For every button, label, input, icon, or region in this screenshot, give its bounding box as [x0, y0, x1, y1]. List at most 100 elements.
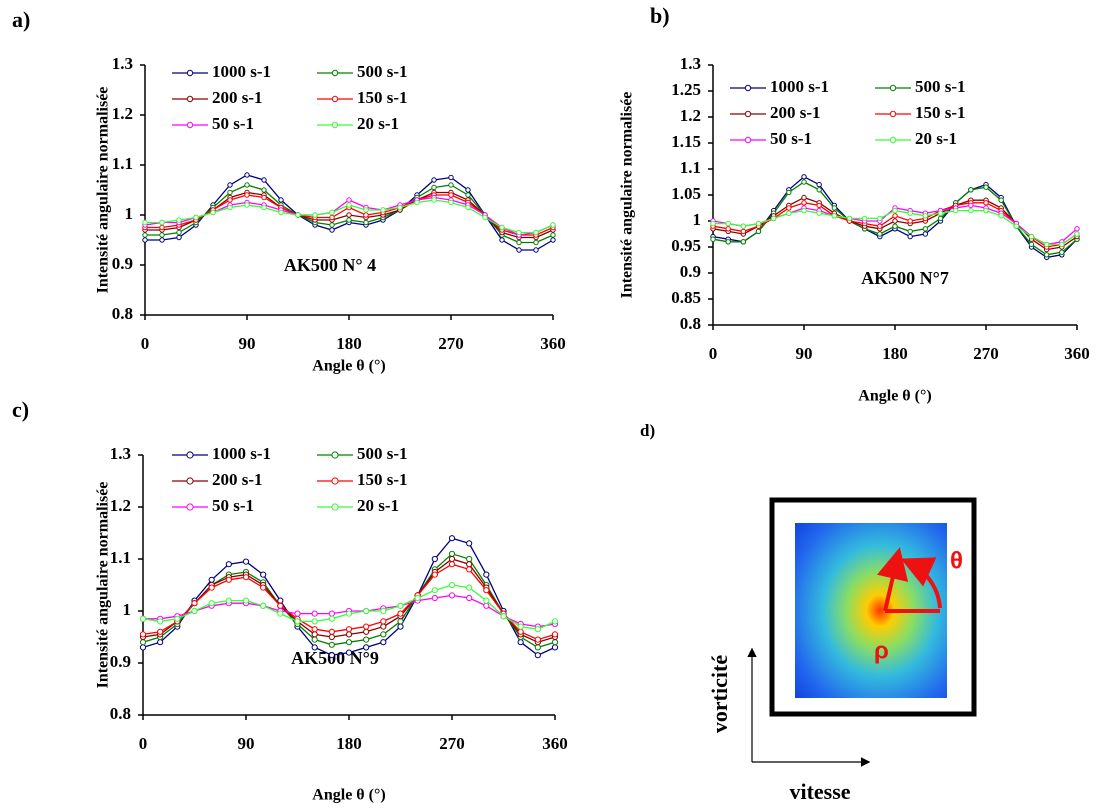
legend-label: 500 s-1 — [915, 77, 966, 96]
data-point — [328, 652, 335, 659]
data-point — [311, 618, 318, 625]
data-point — [380, 631, 387, 638]
legend-label: 1000 s-1 — [212, 62, 271, 81]
data-point — [139, 644, 147, 651]
y-tick-label: 1.2 — [112, 104, 133, 123]
data-point — [329, 209, 335, 216]
data-point — [448, 535, 456, 542]
data-point — [157, 639, 164, 646]
data-point — [244, 202, 250, 208]
data-point — [1059, 241, 1065, 248]
legend-label: 150 s-1 — [357, 88, 408, 107]
data-point — [157, 618, 164, 625]
data-point — [157, 628, 164, 635]
data-point — [139, 639, 147, 646]
data-point — [534, 644, 541, 651]
data-point — [448, 182, 454, 188]
data-point — [551, 631, 559, 638]
data-point — [816, 181, 822, 188]
legend-label: 20 s-1 — [357, 496, 399, 515]
data-point — [329, 227, 335, 233]
x-tick-label: 270 — [973, 344, 999, 363]
data-point — [346, 212, 352, 218]
data-point — [225, 597, 232, 604]
data-point — [380, 207, 386, 213]
data-point — [260, 602, 267, 609]
data-point — [328, 610, 335, 617]
legend-marker — [744, 110, 752, 118]
data-point — [1074, 226, 1080, 232]
legend-label: 150 s-1 — [915, 103, 966, 122]
data-point — [260, 571, 267, 578]
data-point — [191, 600, 198, 607]
x-tick-label: 90 — [796, 344, 813, 363]
legend-marker — [331, 95, 339, 103]
y-tick-label: 0.8 — [112, 304, 133, 323]
y-tick-label: 0.85 — [671, 288, 701, 307]
data-point — [740, 239, 747, 245]
data-point — [278, 209, 284, 216]
data-point — [260, 584, 267, 591]
data-point — [740, 228, 747, 235]
y-axis-label: Intensité angulaire normalisée — [95, 482, 112, 689]
data-point — [786, 210, 792, 216]
data-point — [534, 626, 541, 633]
data-point — [397, 204, 403, 211]
legend-marker — [186, 451, 194, 459]
data-point — [998, 213, 1004, 219]
data-point — [801, 179, 807, 185]
data-point — [483, 571, 490, 578]
panel-label: c) — [12, 397, 29, 422]
data-point — [499, 224, 505, 231]
data-point — [801, 200, 807, 206]
y-axis-label: vorticité — [707, 655, 732, 733]
data-point — [191, 607, 198, 615]
data-point — [877, 231, 883, 237]
theta-arc — [900, 557, 942, 609]
data-point — [448, 199, 454, 206]
data-point — [244, 172, 250, 178]
data-point — [922, 226, 929, 232]
data-point — [786, 205, 792, 211]
data-point — [242, 558, 250, 565]
data-point — [533, 239, 539, 246]
data-point — [500, 613, 507, 620]
data-point — [466, 555, 473, 563]
data-point — [363, 607, 370, 615]
data-point — [1074, 231, 1080, 237]
data-point — [907, 228, 913, 235]
data-point — [363, 219, 369, 226]
data-point — [311, 610, 318, 617]
data-point — [448, 550, 456, 557]
data-point — [277, 610, 284, 617]
data-point — [208, 576, 215, 583]
legend-label: 20 s-1 — [357, 114, 399, 133]
y-tick-label: 1 — [123, 600, 132, 619]
data-point — [968, 187, 974, 193]
data-point — [892, 218, 898, 224]
data-point — [516, 229, 522, 236]
data-point — [499, 237, 505, 243]
panel-label: b) — [650, 3, 670, 28]
data-point — [483, 597, 490, 604]
legend-label: 200 s-1 — [212, 88, 263, 107]
x-tick-label: 180 — [882, 344, 908, 363]
data-point — [311, 626, 318, 633]
legend-label: 50 s-1 — [212, 496, 254, 515]
legend-marker — [186, 477, 194, 485]
data-point — [329, 222, 335, 228]
data-point — [227, 182, 233, 188]
data-point — [725, 239, 731, 245]
data-point — [328, 615, 335, 622]
data-point — [397, 610, 404, 617]
theta-label: θ — [950, 547, 963, 574]
data-point — [907, 218, 913, 224]
legend-label: 500 s-1 — [357, 444, 408, 463]
y-tick-label: 1.1 — [680, 158, 701, 177]
legend-label: 1000 s-1 — [770, 77, 829, 96]
data-point — [517, 639, 524, 646]
legend-marker — [744, 136, 752, 144]
legend-label: 50 s-1 — [770, 129, 812, 148]
data-point — [1059, 249, 1065, 255]
data-point — [550, 232, 556, 238]
